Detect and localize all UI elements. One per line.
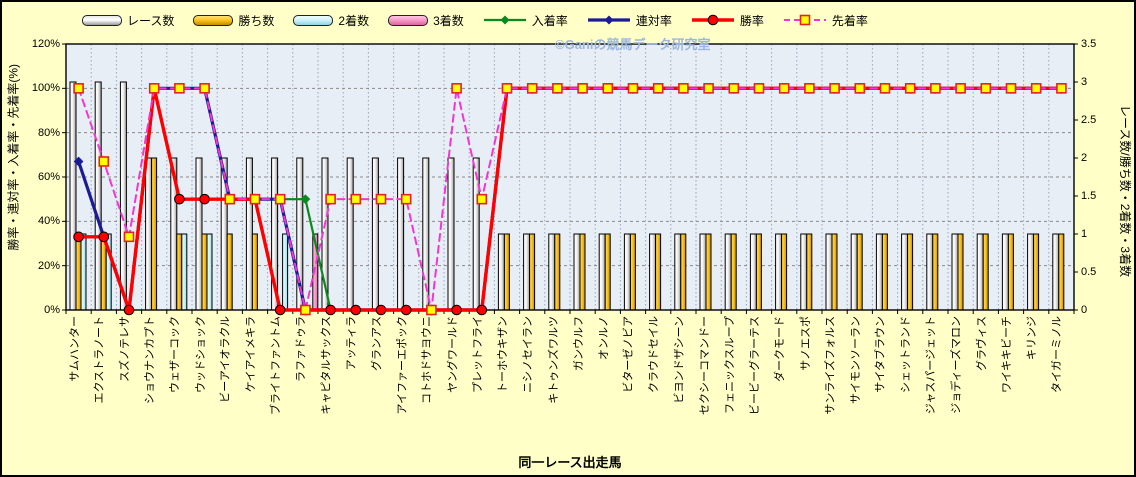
x-axis-label: ニシノセイラン <box>522 316 535 393</box>
x-axis-label: サンライズフォルス <box>824 316 837 415</box>
x-axis-label: ブライトファントム <box>270 316 283 415</box>
rentai-line-swatch <box>587 15 630 25</box>
x-axis-label: サイタブラウン <box>875 316 887 393</box>
x-axis-label: ジョディーズマロン <box>950 316 963 414</box>
x-axis-label: ケイアイメキラ <box>245 316 257 393</box>
right-axis-tick-label: 0.5 <box>1081 266 1097 278</box>
x-axis-label: オンルノ <box>597 316 610 360</box>
x-axis-label: キトゥンズワルツ <box>547 316 560 404</box>
x-axis-label: エクストラノート <box>93 316 106 404</box>
x-axis-label: ラファドゥラ <box>295 316 308 382</box>
legend-label: 勝率 <box>739 13 764 28</box>
legend-label: 2着数 <box>338 13 370 28</box>
right-axis-tick-label: 1.5 <box>1081 190 1097 202</box>
left-axis-tick-label: 100% <box>31 82 60 95</box>
right-axis-tick-label: 1 <box>1081 228 1088 240</box>
x-axis-label: ビターゼノビア <box>623 316 635 393</box>
left-axis-tick-label: 40% <box>37 215 60 228</box>
wins-bar-swatch <box>193 14 234 26</box>
right-axis-tick-label: 2 <box>1081 152 1088 164</box>
legend-item-wins: 勝ち数 <box>193 12 274 29</box>
right-axis-tick-label: 3.5 <box>1081 38 1097 50</box>
x-axis-label: サノエスポ <box>799 316 812 371</box>
x-axis-label: ウッドショック <box>194 316 207 393</box>
legend-item-nyuchaku: 入着率 <box>483 12 568 29</box>
nyuchaku-line-swatch <box>483 15 526 25</box>
x-axis-label: ビービーグラーテス <box>749 316 761 415</box>
left-axis-tick-label: 60% <box>37 171 60 183</box>
x-axis-label: ウェザーコック <box>169 316 182 393</box>
races-bar-swatch <box>82 14 122 26</box>
watermark: ©Ganiの競馬データ研究室 <box>555 37 711 52</box>
x-axis-label: ヤングワールド <box>446 316 459 393</box>
x-axis-label: キャピタルサックス <box>320 316 333 415</box>
legend-label: 勝ち数 <box>238 13 275 28</box>
x-axis-label: プレットフライ <box>471 316 484 393</box>
x-axis-label: ビーアイオラクル <box>219 316 232 403</box>
seconds-bar-swatch <box>293 14 334 26</box>
x-axis-label: ワイキキビーチ <box>1001 316 1013 393</box>
legend-label: 3着数 <box>433 13 464 28</box>
legend-item-senchaku: 先着率 <box>783 12 868 29</box>
legend-item-races: レース数 <box>82 12 174 29</box>
legend-item-thirds: 3着数 <box>388 12 464 29</box>
x-axis-label: スズノテレサ <box>119 316 131 382</box>
x-axis-label: アッティラ <box>345 316 358 371</box>
x-axis-label: サイモンソーラン <box>849 316 862 404</box>
left-axis-tick-label: 120% <box>31 38 60 50</box>
x-axis-label: ダークモード <box>774 316 787 382</box>
legend-label: 先着率 <box>831 13 868 28</box>
left-axis-tick-label: 0% <box>44 304 60 316</box>
right-axis-tick-label: 2.5 <box>1081 114 1097 126</box>
legend-label: 連対率 <box>635 13 672 28</box>
x-axis-label: ジャスパージェット <box>925 316 938 415</box>
legend-label: 入着率 <box>531 13 568 28</box>
x-axis-label: コトホドサヨウニ <box>421 316 434 404</box>
x-axis-label: タイガーミノル <box>1051 316 1064 393</box>
x-axis-label: トーホウキザン <box>497 316 509 393</box>
right-axis-tick-label: 3 <box>1081 76 1088 88</box>
shoritsu-line-swatch <box>691 14 734 26</box>
x-axis-label: グラヴィス <box>975 316 988 371</box>
x-axis-title: 同一レース出走馬 <box>518 455 622 470</box>
x-axis-label: グランアス <box>371 316 383 371</box>
x-axis-label: アイファーエポック <box>396 316 409 415</box>
legend-label: レース数 <box>127 13 175 28</box>
x-axis-label: ビヨンドザシーン <box>673 316 686 404</box>
x-axis-label: クラウドセイル <box>648 316 661 393</box>
legend-item-rentai: 連対率 <box>587 12 672 29</box>
legend: レース数 勝ち数 2着数 3着数 入着率 連対率 勝率 先着率 <box>82 7 868 33</box>
x-axis-label: サムハンター <box>68 316 81 382</box>
left-axis-tick-label: 20% <box>37 259 60 272</box>
thirds-bar-swatch <box>388 14 429 26</box>
senchaku-line-swatch <box>783 14 826 26</box>
x-axis-label: フェニックスループ <box>723 316 736 415</box>
right-axis-tick-label: 0 <box>1081 304 1088 316</box>
x-axis-label: シェットランド <box>900 316 913 393</box>
x-axis-label: キリンジ <box>1026 316 1039 360</box>
left-axis-tick-label: 80% <box>37 126 60 139</box>
x-axis-label: ショウナンカプト <box>144 316 157 404</box>
x-axis-label: セクシーコマンドー <box>698 316 711 415</box>
x-axis-label: ガンウルフ <box>572 316 585 371</box>
legend-item-seconds: 2着数 <box>293 12 369 29</box>
legend-item-shoritsu: 勝率 <box>691 12 764 29</box>
